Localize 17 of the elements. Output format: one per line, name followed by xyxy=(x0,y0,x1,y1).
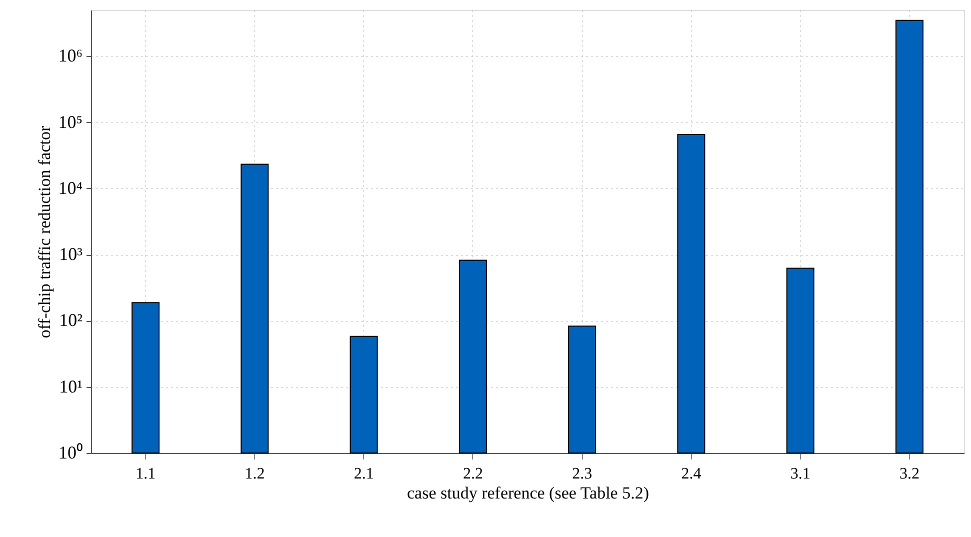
y-tick-label: 10⁶ xyxy=(58,46,82,66)
y-tick-label: 10⁵ xyxy=(58,112,82,132)
x-tick-label: 1.2 xyxy=(244,466,265,482)
x-axis-title: case study reference (see Table 5.2) xyxy=(406,484,650,502)
y-tick-label: 10¹ xyxy=(59,376,82,396)
y-axis-title: off-chip traffic reduction factor xyxy=(35,126,54,338)
x-tick-label: 2.4 xyxy=(681,466,702,482)
x-tick-label: 1.1 xyxy=(136,466,156,482)
x-tick-label: 3.2 xyxy=(899,466,920,482)
y-tick-label: 10² xyxy=(59,310,82,330)
x-tick-label: 2.1 xyxy=(354,466,374,482)
y-tick-label: 10³ xyxy=(59,244,84,264)
y-tick-label: 10⁰ xyxy=(58,442,82,462)
x-tick-label: 3.1 xyxy=(790,466,810,482)
x-tick-label: 2.2 xyxy=(462,466,483,482)
x-tick-label: 2.3 xyxy=(572,466,592,482)
y-tick-label: 10⁴ xyxy=(58,178,82,198)
